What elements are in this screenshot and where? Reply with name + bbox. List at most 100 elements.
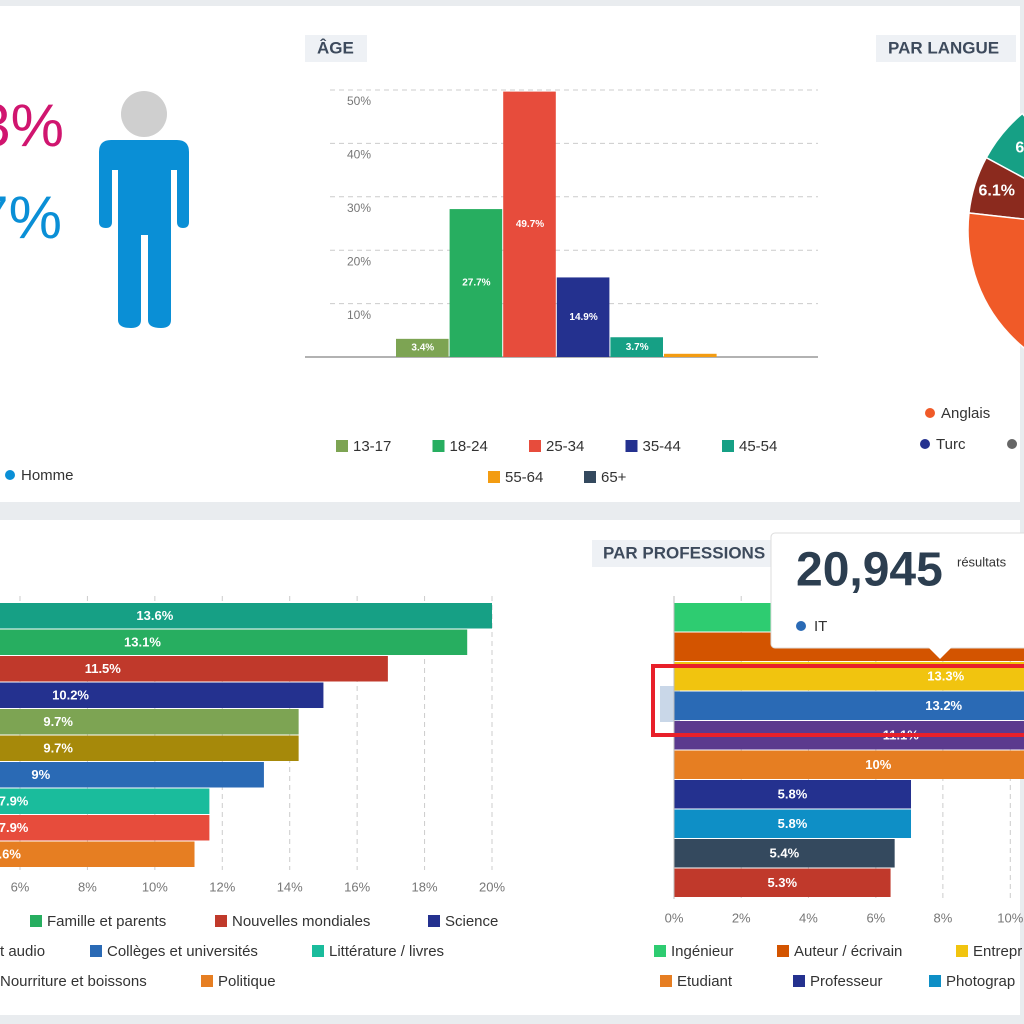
legend-swatch xyxy=(30,915,42,927)
x-tick-label: 8% xyxy=(933,910,952,925)
value-label: 14.9% xyxy=(569,312,597,323)
value-label: 5.8% xyxy=(778,787,808,802)
bar xyxy=(674,750,1024,779)
y-tick-label: 50% xyxy=(347,94,371,108)
x-tick-label: 8% xyxy=(78,879,97,894)
legend-label: 18-24 xyxy=(450,438,488,455)
x-tick-label: 10% xyxy=(142,879,168,894)
person-head xyxy=(121,91,167,137)
legend-label: Turc xyxy=(936,436,966,453)
legend-swatch xyxy=(432,440,445,452)
bar xyxy=(0,709,299,735)
legend-label: 13-17 xyxy=(353,438,391,455)
legend-swatch xyxy=(956,945,968,957)
bar xyxy=(0,629,468,655)
legend-dot xyxy=(920,439,930,449)
legend-dot xyxy=(1007,439,1017,449)
y-tick-label: 10% xyxy=(347,308,371,322)
legend-label: Politique xyxy=(218,973,276,990)
value-label: 3.4% xyxy=(411,343,434,354)
value-label: 9% xyxy=(31,767,50,782)
x-tick-label: 2% xyxy=(732,910,751,925)
value-label: 49.7% xyxy=(516,219,544,230)
value-label: 11.5% xyxy=(85,661,122,676)
legend-label: Science xyxy=(445,913,498,930)
bar xyxy=(674,809,912,838)
x-tick-label: 20% xyxy=(479,879,505,894)
legend-label: Photograp xyxy=(946,973,1015,990)
legend-swatch xyxy=(428,915,440,927)
x-tick-label: 18% xyxy=(412,879,438,894)
x-tick-label: 0% xyxy=(665,910,684,925)
bar xyxy=(503,91,556,358)
legend-swatch xyxy=(777,945,789,957)
legend-label: Nouvelles mondiales xyxy=(232,913,370,930)
female-value: 3% xyxy=(0,92,64,159)
value-label: 5.8% xyxy=(778,816,808,831)
bar xyxy=(396,338,449,357)
bar xyxy=(0,656,388,682)
legend-label: 55-64 xyxy=(505,469,543,486)
chart-title: PAR PROFESSIONS xyxy=(603,543,765,562)
bar xyxy=(664,353,717,357)
legend-label: Nourriture et boissons xyxy=(0,973,147,990)
x-tick-label: 14% xyxy=(277,879,303,894)
tooltip-unit: résultats xyxy=(957,554,1007,569)
bar xyxy=(0,735,299,761)
value-label: 13.2% xyxy=(925,698,962,713)
value-label: 7.9% xyxy=(0,820,29,835)
legend-label: Auteur / écrivain xyxy=(794,943,902,960)
pie-slice xyxy=(967,212,1024,349)
value-label: 7.6% xyxy=(0,847,21,862)
value-label: 10% xyxy=(865,757,891,772)
legend-label: t audio xyxy=(0,943,45,960)
legend-swatch xyxy=(722,440,734,452)
legend-swatch xyxy=(660,975,672,987)
legend-swatch xyxy=(201,975,213,987)
bar xyxy=(0,682,324,708)
bar xyxy=(556,277,610,357)
person-body xyxy=(99,140,189,328)
legend-swatch xyxy=(625,440,638,452)
y-tick-label: 20% xyxy=(347,254,371,268)
bar xyxy=(674,868,891,897)
tooltip-series: IT xyxy=(814,618,827,635)
bar xyxy=(674,780,912,809)
legend-swatch xyxy=(488,471,500,483)
value-label: 5.4% xyxy=(770,846,800,861)
legend-label: Collèges et universités xyxy=(107,943,258,960)
value-label: 3.7% xyxy=(626,342,649,353)
value-label: 27.7% xyxy=(462,278,490,289)
value-label: 13.1% xyxy=(124,635,161,650)
highlight-box xyxy=(651,664,1024,737)
bar xyxy=(674,839,895,868)
value-label: 6.1% xyxy=(978,183,1014,200)
bar xyxy=(0,762,264,788)
value-label: 9.7% xyxy=(43,714,73,729)
bar xyxy=(610,337,663,357)
overlay: 20,945 résultats IT xyxy=(651,532,1024,737)
legend-label: Entrepr xyxy=(973,943,1022,960)
legend-label: Famille et parents xyxy=(47,913,166,930)
value-label: 10.2% xyxy=(52,688,89,703)
x-tick-label: 6% xyxy=(866,910,885,925)
value-label: 9.7% xyxy=(43,741,73,756)
legend-label: Anglais xyxy=(941,405,990,422)
bar xyxy=(674,691,1024,720)
legend-label: Etudiant xyxy=(677,973,733,990)
legend-swatch xyxy=(529,440,541,452)
legend-label: Littérature / livres xyxy=(329,943,444,960)
legend-swatch xyxy=(215,915,227,927)
y-tick-label: 30% xyxy=(347,201,371,215)
value-label: 7.9% xyxy=(0,794,29,809)
legend-dot xyxy=(925,408,935,418)
chart-title: ÂGE xyxy=(317,38,354,57)
x-tick-label: 4% xyxy=(799,910,818,925)
legend-label: 65+ xyxy=(601,469,627,486)
legend-label: Homme xyxy=(21,467,74,484)
title-box xyxy=(876,35,1016,62)
tooltip-arrow xyxy=(928,647,952,659)
title-box xyxy=(592,540,777,567)
